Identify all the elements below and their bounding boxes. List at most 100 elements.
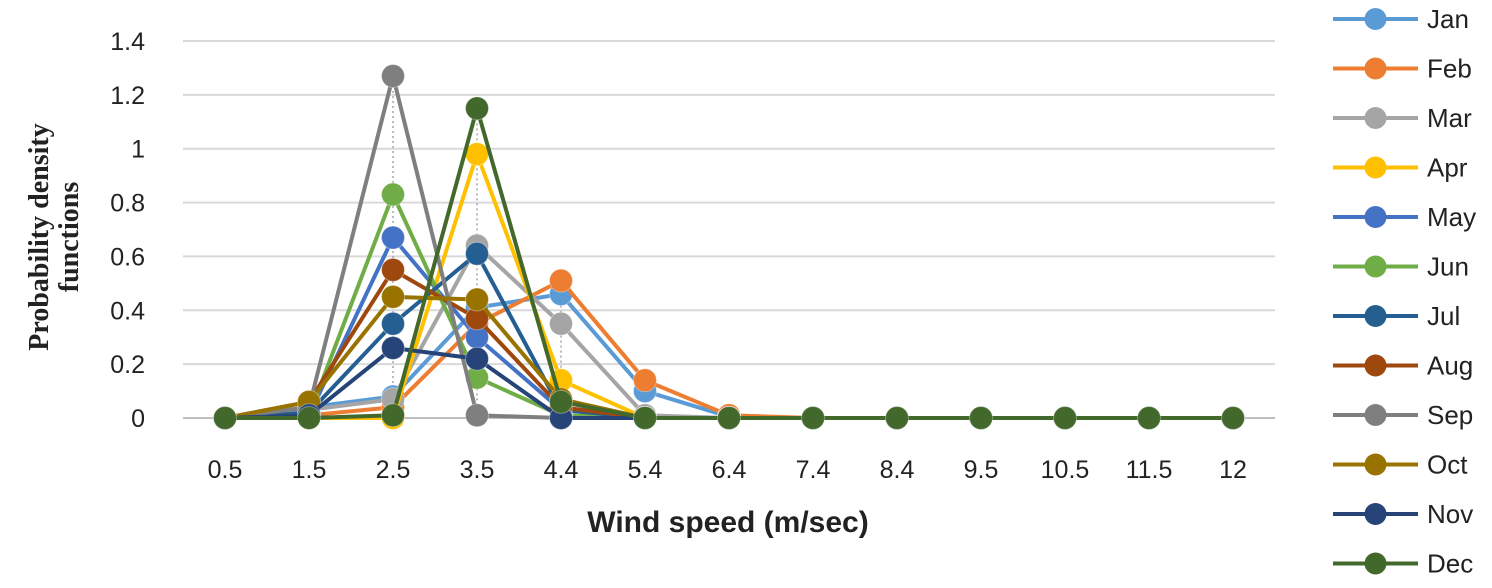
series-sep (213, 64, 1245, 430)
x-tick-label: 12 (1219, 456, 1247, 484)
x-tick-label: 6.4 (712, 456, 747, 484)
data-point (213, 406, 237, 430)
y-tick-label: 0.6 (110, 243, 145, 271)
x-tick-label: 7.4 (796, 456, 831, 484)
legend-marker (1364, 404, 1387, 426)
legend-item-aug: Aug (1333, 351, 1473, 381)
legend-label: Dec (1427, 549, 1473, 579)
legend-item-sep: Sep (1333, 400, 1473, 430)
data-point (1137, 406, 1161, 430)
y-axis: 0 0.2 0.4 0.6 0.8 1 1.2 1.4 (110, 28, 145, 433)
x-axis: 0.5 1.5 2.5 3.5 4.4 5.4 6.4 7.4 8.4 9.5 10.5 11.5 12 (208, 456, 1247, 484)
data-point (381, 257, 405, 282)
series-lines (213, 64, 1245, 430)
legend-label: Jun (1427, 252, 1469, 282)
data-point (465, 346, 489, 371)
data-point (381, 311, 405, 336)
y-tick-label: 0.8 (110, 190, 145, 218)
series-line-sep (224, 74, 1233, 420)
data-point (1053, 406, 1077, 430)
legend-label: Nov (1427, 499, 1473, 529)
y-tick-label: 0.4 (110, 297, 145, 325)
legend-marker (1364, 354, 1387, 377)
legend-marker (1364, 107, 1387, 129)
y-tick-label: 1 (131, 136, 145, 164)
data-point (381, 64, 405, 89)
legend-label: Aug (1427, 351, 1473, 381)
legend-marker (1364, 156, 1387, 179)
legend-label: Jul (1427, 301, 1460, 331)
legend-label: Apr (1427, 153, 1468, 183)
data-point (885, 406, 909, 430)
data-point (801, 406, 825, 430)
data-point (465, 96, 489, 121)
data-point (465, 142, 489, 167)
series-dec (213, 96, 1245, 430)
x-tick-label: 9.5 (964, 456, 999, 484)
data-point (465, 287, 489, 312)
series-line-apr (225, 152, 1233, 420)
legend-label: Oct (1427, 450, 1468, 480)
y-tick-label: 1.4 (110, 28, 145, 56)
legend-label: Sep (1427, 400, 1473, 430)
data-point (549, 311, 573, 336)
y-tick-label: 1.2 (110, 82, 145, 110)
series-line-may (224, 235, 1233, 420)
x-axis-title: Wind speed (m/sec) (587, 506, 868, 539)
legend-item-nov: Nov (1333, 499, 1473, 529)
legend-marker (1364, 453, 1387, 476)
data-point (297, 406, 321, 430)
legend-marker (1364, 8, 1387, 30)
legend-label: Jan (1427, 4, 1469, 34)
data-point (717, 406, 741, 430)
y-axis-title-line-1: Probability density (24, 123, 55, 350)
data-point (381, 182, 405, 207)
x-tick-label: 5.4 (628, 456, 663, 484)
data-point (465, 241, 489, 266)
legend-label: Feb (1427, 54, 1472, 84)
legend-item-jan: Jan (1333, 4, 1469, 34)
series-line-jul (224, 251, 1233, 420)
data-point (549, 268, 573, 293)
legend-marker (1364, 305, 1387, 327)
x-tick-label: 2.5 (376, 456, 411, 484)
legend-item-may: May (1333, 202, 1476, 232)
data-point (969, 406, 993, 430)
data-point (381, 284, 405, 309)
legend-label: May (1427, 202, 1476, 232)
legend-item-feb: Feb (1333, 54, 1472, 84)
legend-item-jul: Jul (1333, 301, 1460, 331)
y-tick-label: 0 (131, 405, 145, 433)
legend-marker (1364, 206, 1387, 228)
x-tick-label: 8.4 (880, 456, 915, 484)
legend-item-apr: Apr (1333, 153, 1468, 183)
x-tick-label: 3.5 (460, 456, 495, 484)
data-point (549, 389, 573, 414)
legend-marker (1364, 57, 1387, 80)
gridlines (183, 40, 1275, 419)
legend-marker (1364, 552, 1387, 575)
legend-item-mar: Mar (1333, 103, 1472, 133)
x-tick-label: 11.5 (1126, 456, 1173, 484)
x-tick-label: 4.4 (544, 456, 579, 484)
legend-label: Mar (1427, 103, 1472, 133)
data-point (633, 368, 657, 393)
series-line-dec (225, 106, 1233, 420)
legend: Jan Feb Mar Apr May Jun Jul Aug Sep Oct Nov Dec (1333, 4, 1476, 579)
data-point (381, 225, 405, 250)
data-point (465, 403, 489, 428)
legend-marker (1364, 255, 1387, 278)
data-point (1221, 406, 1245, 430)
legend-item-dec: Dec (1333, 549, 1473, 579)
data-point (381, 335, 405, 360)
y-tick-label: 0.2 (110, 351, 145, 379)
x-tick-label: 1.5 (292, 456, 327, 484)
data-point (381, 403, 405, 428)
y-axis-title: Probability density functions (24, 123, 85, 350)
legend-marker (1364, 503, 1387, 525)
x-tick-label: 0.5 (208, 456, 243, 484)
x-tick-label: 10.5 (1041, 456, 1090, 484)
data-point (633, 406, 657, 430)
